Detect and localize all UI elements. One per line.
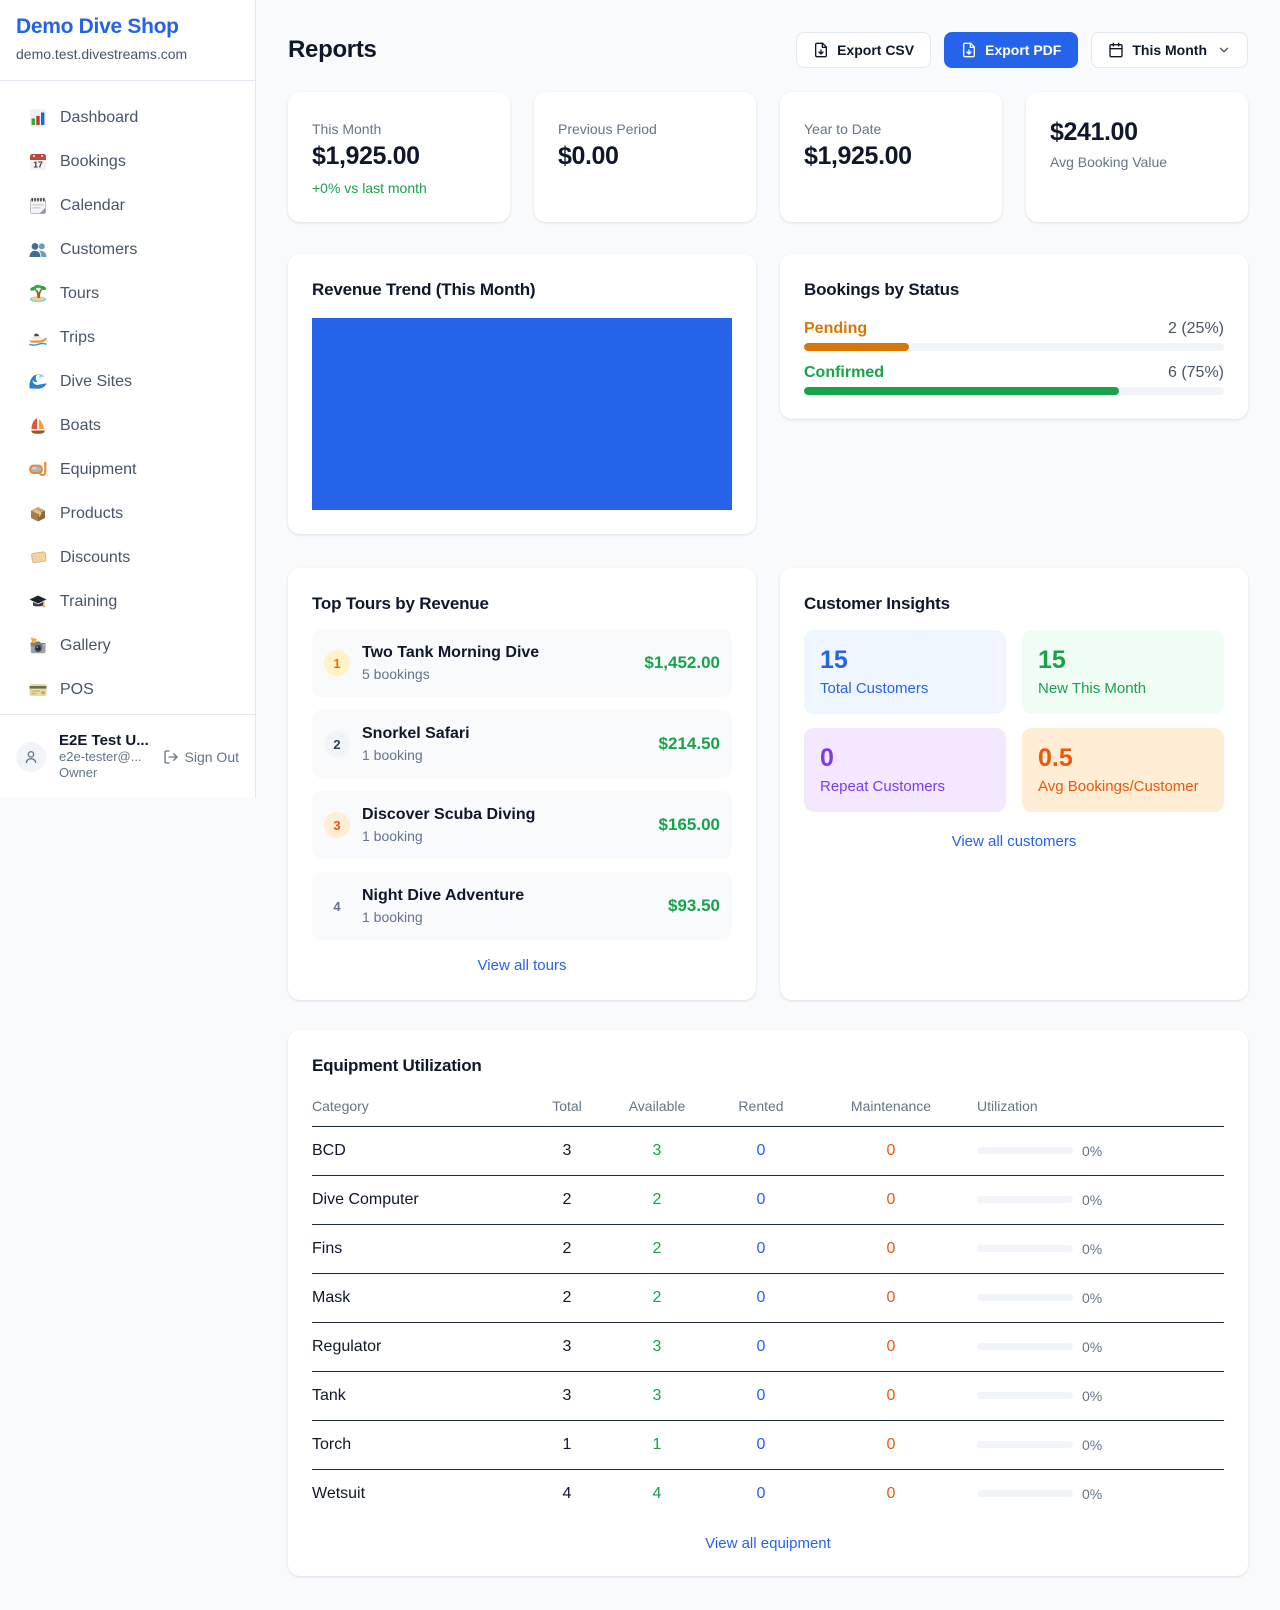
svg-text:17: 17 [33, 160, 43, 170]
